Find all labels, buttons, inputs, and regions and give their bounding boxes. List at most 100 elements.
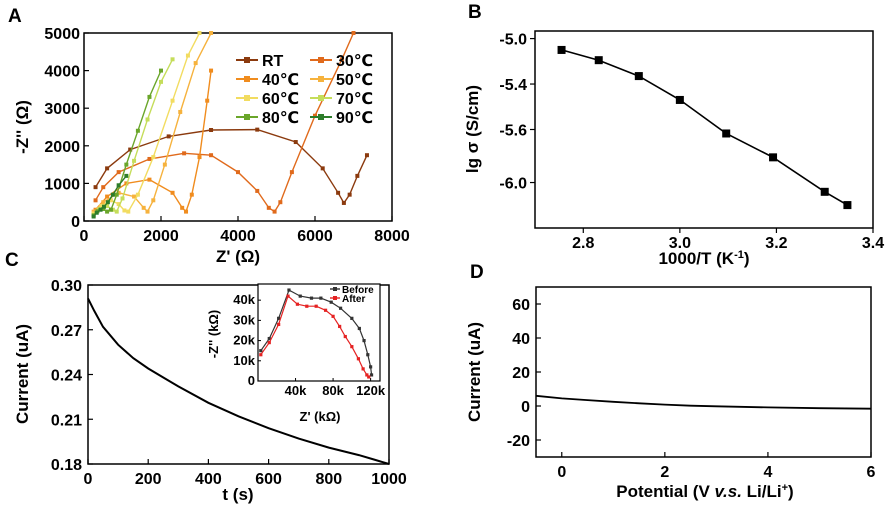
a-point-1 [147,156,152,161]
a-point-1 [116,170,121,175]
a-point-7 [124,173,129,178]
c-x-tick-label: 200 [135,471,162,488]
a-point-2 [147,177,152,182]
inset-point-0 [267,336,271,341]
a-point-5 [159,79,163,84]
a-point-2 [189,192,194,197]
inset-point-1 [286,294,290,298]
panel-d-y-axis-title: Current (uA) [465,322,484,422]
inset-y-tick-label: 0 [248,373,255,388]
inset-point-1 [277,322,281,327]
a-legend-label-0: RT [262,53,284,70]
b-x-tick-label: 3.2 [765,235,787,252]
b-point [820,187,829,196]
a-series-line-0 [94,128,368,205]
a-point-5 [114,209,119,214]
d-series-line [535,394,872,410]
a-point-1 [272,209,277,214]
inset-series-line-1 [260,295,370,378]
a-legend-marker-6 [244,114,250,120]
c-x-tick-label: 0 [84,471,93,488]
a-point-6 [159,68,163,73]
inset-y-tick-label: 30k [233,312,255,327]
panel-b-arrhenius: 2.8 3.0 3.2 3.4 -5.0 -5.4 -5.6 -6.0 1000/T (K-1… [463,30,884,268]
a-x-tick-label: 0 [80,228,89,245]
inset-point-0 [287,288,291,292]
panel-a-nyquist: 0 2000 4000 6000 8000 0 1000 2000 3000 4000 5000 R… [13,26,410,266]
a-legend-marker-7 [318,114,324,120]
a-y-tick-label: 4000 [44,64,80,81]
a-point-5 [132,158,137,163]
a-point-2 [105,194,110,199]
inset-point-0 [277,316,281,320]
a-point-1 [101,185,106,190]
d-x-tick-label: 0 [557,464,566,481]
a-point-2 [209,68,214,73]
inset-point-1 [331,314,335,318]
b-point [634,72,643,81]
a-legend-marker-4 [244,95,250,101]
c-y-tick-label: 0.18 [51,457,82,474]
panel-d-x-axis-title: Potential (V v.s. Li/Li+) [616,482,793,501]
a-point-6 [108,207,113,212]
panel-label-b: B [468,2,482,23]
a-point-7 [98,207,103,212]
inset-point-0 [362,338,366,343]
a-y-tick-label: 2000 [44,139,80,156]
inset-y-axis-title: -Z'' (kΩ) [206,310,221,358]
inset-y-tick-label: 40k [233,292,255,307]
c-x-tick-label: 800 [315,471,342,488]
a-legend-label-2: 40℃ [262,72,299,89]
a-point-2 [184,209,189,214]
a-point-7 [91,214,96,219]
a-point-0 [336,190,341,195]
inset-legend-marker-0 [333,287,337,291]
a-point-6 [147,94,152,99]
b-x-tick-label: 2.8 [572,235,594,252]
b-series-line [561,49,848,206]
a-point-1 [182,151,187,156]
inset-point-1 [365,373,369,377]
inset-point-1 [323,308,328,312]
inset-point-0 [357,326,361,331]
panel-b-x-axis-title: 1000/T (K-1) [658,249,749,268]
a-legend-label-4: 60℃ [262,91,299,108]
d-x-tick-label: 2 [660,464,669,481]
a-point-7 [94,210,99,215]
a-x-tick-label: 8000 [374,228,410,245]
inset-x-tick-label: 40k [285,383,307,398]
inset-point-1 [350,345,354,349]
c-x-tick-label: 400 [195,471,222,488]
d-y-tick-label: 40 [512,331,530,348]
b-point [722,129,731,138]
a-y-tick-label: 1000 [44,176,80,193]
a-point-1 [351,31,356,35]
panel-c-x-axis-title: t (s) [222,485,253,504]
d-y-tick-label: 0 [521,399,530,416]
a-point-5 [105,203,110,208]
inset-point-0 [366,353,370,357]
a-point-3 [151,198,156,203]
a-point-5 [170,57,175,62]
a-point-0 [105,166,110,171]
c-y-tick-label: 0.24 [51,368,82,385]
a-legend-label-3: 50℃ [336,72,373,89]
inset-point-0 [319,296,323,300]
inset-point-1 [305,304,309,308]
a-point-0 [320,166,325,171]
a-point-7 [105,200,110,205]
inset-point-1 [259,353,263,357]
c-x-tick-label: 600 [255,471,282,488]
inset-point-1 [343,334,347,339]
d-x-tick-label: 6 [867,464,876,481]
a-point-1 [209,153,214,158]
inset-x-axis-title: Z' (kΩ) [300,409,341,424]
a-point-4 [135,192,140,197]
a-point-6 [114,192,119,197]
panel-label-a: A [8,6,22,27]
a-point-4 [197,31,202,35]
a-legend-label-5: 70℃ [336,91,373,108]
a-legend-marker-2 [244,76,250,82]
